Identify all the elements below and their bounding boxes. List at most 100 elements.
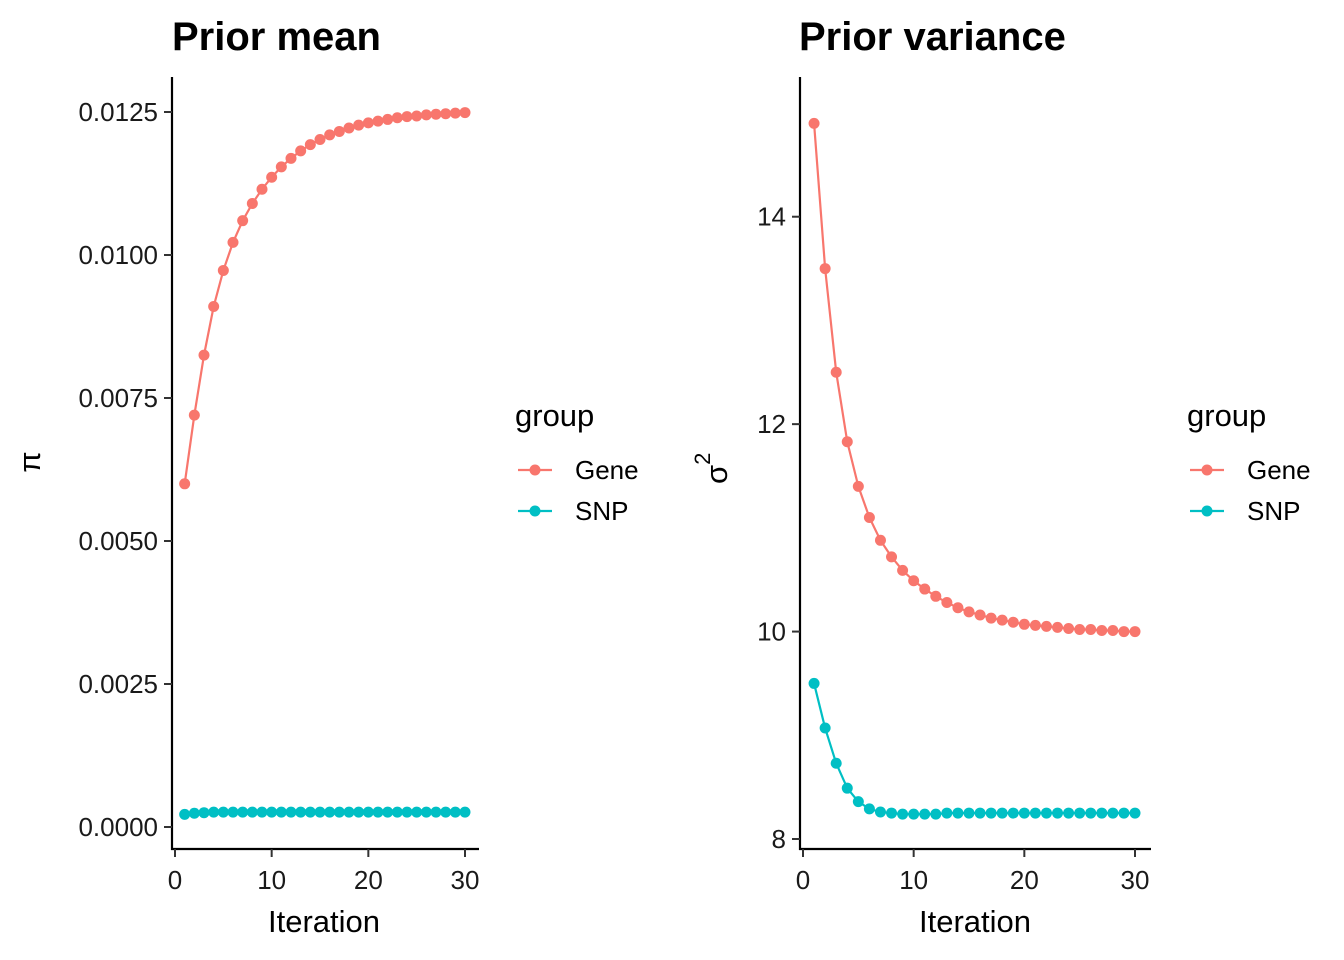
data-point-snp: [1040, 807, 1052, 819]
legend-label-snp: SNP: [1247, 496, 1300, 526]
data-point-snp: [285, 806, 297, 818]
data-point-snp: [830, 757, 842, 769]
data-point-gene: [266, 171, 278, 183]
data-point-gene: [930, 590, 942, 602]
data-point-snp: [217, 806, 229, 818]
data-point-gene: [304, 139, 316, 151]
data-point-snp: [188, 807, 200, 819]
data-point-snp: [841, 782, 853, 794]
y-tick-label: 0.0025: [78, 669, 158, 699]
x-tick-label: 0: [168, 865, 182, 895]
data-point-snp: [304, 806, 316, 818]
data-point-snp: [1029, 807, 1041, 819]
data-point-gene: [382, 113, 394, 125]
data-point-snp: [1007, 807, 1019, 819]
y-tick-label: 8: [772, 824, 786, 854]
data-point-gene: [188, 409, 200, 421]
data-point-snp: [1118, 807, 1130, 819]
x-tick-label: 30: [1121, 865, 1150, 895]
x-axis-label: Iteration: [268, 904, 380, 939]
data-point-snp: [382, 806, 394, 818]
y-axis-ticks: 8 10 12 14: [757, 202, 800, 854]
data-point-gene: [863, 511, 875, 523]
data-point-snp: [874, 806, 886, 818]
series-line-gene: [183, 111, 466, 484]
data-point-gene: [362, 117, 374, 129]
y-axis-label-base: σ: [699, 465, 734, 484]
data-point-gene: [874, 534, 886, 546]
data-point-gene: [852, 480, 864, 492]
data-point-snp: [227, 806, 239, 818]
y-tick-label: 0.0100: [78, 240, 158, 270]
x-axis-ticks: 0 10 20 30: [168, 849, 479, 895]
data-point-gene: [324, 129, 336, 141]
data-point-snp: [343, 806, 355, 818]
data-point-snp: [246, 806, 258, 818]
y-tick-label: 0.0050: [78, 526, 158, 556]
series-line-gene: [812, 123, 1135, 633]
data-point-snp: [314, 806, 326, 818]
y-tick-label: 0.0075: [78, 383, 158, 413]
chart-title: Prior mean: [172, 15, 381, 59]
data-point-gene: [919, 583, 931, 595]
data-point-snp: [420, 806, 432, 818]
data-point-snp: [1129, 807, 1141, 819]
legend-title: group: [515, 398, 594, 433]
prior-mean-panel: Prior mean π Iteration 0.0000 0.0025 0.005…: [12, 15, 639, 939]
data-point-gene: [808, 117, 820, 129]
data-point-gene: [908, 575, 920, 587]
data-point-gene: [819, 263, 831, 275]
x-tick-label: 10: [257, 865, 286, 895]
x-axis-label: Iteration: [919, 904, 1031, 939]
chart-title: Prior variance: [799, 15, 1066, 59]
data-point-gene: [459, 107, 471, 119]
y-tick-label: 10: [757, 617, 786, 647]
legend-key-gene-point: [529, 464, 541, 476]
data-point-gene: [430, 108, 442, 120]
data-point-snp: [459, 806, 471, 818]
data-point-gene: [963, 606, 975, 618]
data-point-gene: [314, 133, 326, 145]
data-point-gene: [1029, 619, 1041, 631]
data-point-snp: [819, 722, 831, 734]
data-point-snp: [237, 806, 249, 818]
data-point-snp: [372, 806, 384, 818]
data-point-snp: [886, 807, 898, 819]
data-point-snp: [266, 806, 278, 818]
y-axis-label-superscript: 2: [690, 453, 715, 465]
legend: group Gene SNP: [1187, 398, 1311, 526]
data-point-snp: [1096, 807, 1108, 819]
y-axis-ticks: 0.0000 0.0025 0.0050 0.0075 0.0100 0.0125: [78, 97, 172, 842]
y-tick-label: 0.0000: [78, 812, 158, 842]
data-point-gene: [246, 198, 258, 210]
data-point-snp: [440, 806, 452, 818]
data-point-snp: [908, 808, 920, 820]
data-point-gene: [372, 115, 384, 127]
data-point-gene: [227, 236, 239, 248]
data-point-gene: [1007, 616, 1019, 628]
data-point-snp: [808, 677, 820, 689]
data-point-gene: [1118, 626, 1130, 638]
data-point-gene: [420, 109, 432, 121]
data-point-gene: [841, 436, 853, 448]
data-point-snp: [930, 808, 942, 820]
data-point-gene: [897, 564, 909, 576]
y-axis-label-group: σ2: [690, 453, 734, 484]
plot-area: [808, 117, 1141, 820]
data-point-gene: [449, 107, 461, 119]
data-point-gene: [256, 183, 268, 195]
data-point-snp: [952, 807, 964, 819]
prior-variance-panel: Prior variance σ2 Iteration 8 10 12 14 0 10 2…: [690, 15, 1311, 939]
series-line-snp: [813, 683, 1135, 816]
data-point-gene: [237, 215, 249, 227]
data-point-gene: [1129, 626, 1141, 638]
legend-title: group: [1187, 398, 1266, 433]
data-point-gene: [391, 112, 403, 124]
data-point-snp: [198, 807, 210, 819]
data-point-snp: [256, 806, 268, 818]
data-point-snp: [1074, 807, 1086, 819]
legend-key-snp-point: [529, 505, 541, 517]
legend-key-gene-point: [1201, 464, 1213, 476]
data-point-snp: [208, 806, 220, 818]
